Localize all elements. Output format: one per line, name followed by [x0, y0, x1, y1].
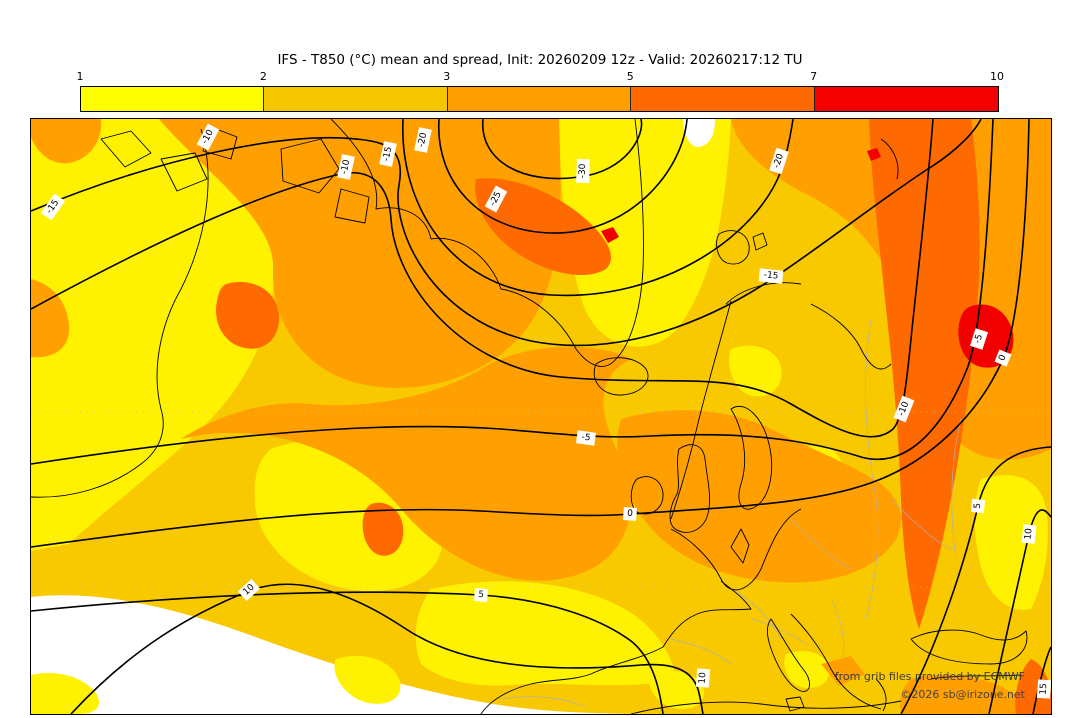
- contour-label-10: 10: [237, 579, 261, 601]
- contour-label--10: -10: [337, 154, 355, 180]
- fill-orange-midband: [181, 346, 631, 581]
- colorbar-segment-1-2: [81, 87, 265, 111]
- svg-text:-10: -10: [340, 159, 353, 176]
- map-frame: -10 -15 -10 -15 -20 -25 -30 -20 -15 -5 0 5 10 10 -10 -5…: [30, 118, 1052, 715]
- contour-label--15: -15: [40, 193, 66, 221]
- contour-label--20: -20: [414, 127, 432, 153]
- fill-darkorange-labrador: [216, 282, 280, 349]
- contour-label-0: 0: [994, 349, 1012, 367]
- svg-text:10: 10: [1023, 528, 1034, 541]
- contour-plus15: [1032, 646, 1051, 714]
- svg-text:0: 0: [627, 509, 634, 519]
- colorbar-tick-10: 10: [990, 70, 1004, 83]
- fill-orange-topband: [159, 119, 561, 388]
- svg-text:-15: -15: [382, 146, 395, 162]
- fill-yellow-scand-1: [729, 345, 782, 397]
- contour-plus10-west: [70, 583, 704, 714]
- fill-orange-balkan: [821, 656, 865, 686]
- contour-label-15: 15: [1036, 679, 1051, 699]
- contour-label-0: 0: [622, 507, 638, 521]
- colorbar-tick-7: 7: [810, 70, 818, 83]
- contour-label--20: -20: [769, 147, 789, 175]
- contour-minus5: [31, 119, 994, 465]
- colorbar-tick-1: 1: [76, 70, 84, 83]
- colorbar-segment-5-7: [631, 87, 815, 111]
- colorbar-scale: [80, 86, 999, 112]
- attribution-ecmwf: from grib files provided by ECMWF: [834, 670, 1025, 683]
- fill-darkorange-eastband: [869, 119, 980, 629]
- svg-text:-30: -30: [578, 163, 589, 178]
- contour-label--30: -30: [576, 158, 590, 184]
- colorbar-tick-2: 2: [259, 70, 267, 83]
- svg-text:10: 10: [698, 672, 709, 684]
- fill-orange-topleft: [31, 119, 102, 164]
- svg-text:-5: -5: [973, 333, 985, 345]
- coastlines: [31, 119, 1028, 714]
- fill-yellow-west: [31, 119, 274, 551]
- contour-label-10: 10: [1021, 524, 1037, 544]
- fill-yellow-in-white: [334, 655, 401, 704]
- fill-orange-leftedge: [31, 279, 70, 358]
- country-borders: [500, 318, 962, 708]
- contour-label-10: 10: [695, 668, 711, 688]
- contour-label--5: -5: [969, 328, 989, 350]
- contour-minus25: [438, 119, 688, 234]
- svg-text:5: 5: [478, 590, 485, 601]
- page-title: IFS - T850 (°C) mean and spread, Init: 2…: [277, 52, 803, 68]
- colorbar-segment-7-10: [814, 87, 998, 111]
- contour-label--25: -25: [484, 185, 508, 213]
- fill-white-arctic-streak: [683, 119, 715, 148]
- colorbar: 1 2 3 5 7 10: [76, 70, 1005, 112]
- colorbar-tick-labels: 1 2 3 5 7 10: [76, 70, 1005, 84]
- contour-plus5-east: [900, 446, 1051, 714]
- contour-minus15: [31, 119, 982, 347]
- fill-red-speck-1: [601, 227, 619, 243]
- fill-darkorange-spot: [362, 502, 404, 556]
- fill-darkorange-greenland: [475, 178, 611, 276]
- svg-text:-15: -15: [763, 270, 779, 281]
- map-canvas: -10 -15 -10 -15 -20 -25 -30 -20 -15 -5 0 5 10 10 -10 -5…: [31, 119, 1051, 714]
- svg-text:0: 0: [997, 353, 1009, 362]
- contour-label--10: -10: [196, 123, 220, 151]
- t850-mean-contours: [31, 119, 1051, 714]
- fill-white-sw: [31, 595, 681, 714]
- fill-red-speck-2: [867, 148, 881, 161]
- contour-label--5: -5: [575, 430, 597, 446]
- svg-text:15: 15: [1039, 683, 1050, 695]
- svg-text:-20: -20: [772, 152, 786, 169]
- contour-label-5: 5: [970, 498, 986, 514]
- svg-text:5: 5: [973, 503, 984, 510]
- contour-zero: [31, 119, 1030, 548]
- contour-label--15: -15: [758, 268, 784, 284]
- contour-label--10: -10: [893, 395, 915, 423]
- colorbar-segment-3-5: [447, 87, 632, 111]
- colorbar-tick-5: 5: [626, 70, 634, 83]
- fill-yellow-med-1: [648, 670, 705, 709]
- contour-labels: -10 -15 -10 -15 -20 -25 -30 -20 -15 -5 0 5 10 10 -10 -5…: [40, 123, 1051, 699]
- fill-yellow-corner: [31, 673, 99, 714]
- colorbar-tick-3: 3: [443, 70, 451, 83]
- contour-label-5: 5: [473, 587, 489, 603]
- fill-yellow-east: [974, 475, 1048, 610]
- contour-plus5-west: [31, 591, 664, 714]
- fill-orange-bottomright: [900, 674, 1020, 714]
- contour-minus10: [31, 119, 934, 438]
- svg-text:-20: -20: [417, 132, 430, 149]
- attribution-copyright: ©2026 sb@irizone.net: [900, 688, 1025, 701]
- fill-yellow-med-2: [784, 651, 830, 689]
- svg-text:-5: -5: [581, 432, 591, 443]
- spread-fill-regions: [31, 119, 1051, 714]
- fill-yellow-arctic: [559, 119, 731, 347]
- colorbar-segment-2-3: [264, 87, 448, 111]
- contour-plus10-east: [988, 509, 1051, 714]
- contour-label--15: -15: [379, 141, 397, 167]
